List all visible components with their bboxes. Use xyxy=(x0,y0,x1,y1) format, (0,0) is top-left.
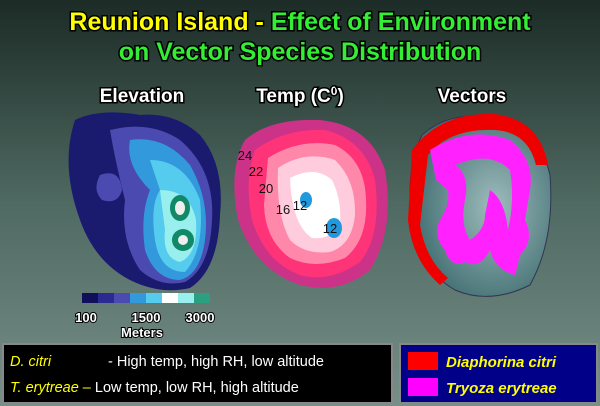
temp-map xyxy=(234,119,388,288)
panel-label: Temp (C0) xyxy=(256,84,344,107)
vectors-map xyxy=(408,113,552,297)
legend-label: Tryoza erytreae xyxy=(446,380,557,397)
legend-swatch xyxy=(408,352,438,370)
scale-label: 100 xyxy=(75,310,97,325)
scale-bar xyxy=(82,293,210,303)
superscript: 0 xyxy=(331,84,338,98)
contour-label: 22 xyxy=(249,164,263,179)
title-rest: Effect of Environment xyxy=(271,8,531,36)
scale-label: 3000 xyxy=(186,310,215,325)
note: D. citri - High temp, high RH, low altitu… xyxy=(10,354,324,370)
label-end: ) xyxy=(337,86,343,107)
label-text: Temp (C xyxy=(256,86,331,107)
legend-label: Diaphorina citri xyxy=(446,354,557,371)
title-line2: on Vector Species Distribution xyxy=(119,38,482,66)
legend-swatch xyxy=(408,378,438,396)
title-line1: Reunion Island - Effect of Environment xyxy=(69,8,531,36)
elevation-map xyxy=(68,112,221,291)
note-text: Low temp, low RH, high altitude xyxy=(95,380,299,396)
notes-box xyxy=(2,343,393,404)
contour-label: 24 xyxy=(238,148,252,163)
contour-label: 12 xyxy=(293,198,307,213)
note-text: - High temp, high RH, low altitude xyxy=(108,354,324,370)
contour-label: 12 xyxy=(323,221,337,236)
panel-label: Vectors xyxy=(438,86,507,107)
panel-label: Elevation xyxy=(100,86,184,107)
species: D. citri xyxy=(10,354,52,370)
contour-label: 20 xyxy=(259,181,273,196)
title-prefix: Reunion Island - xyxy=(69,8,263,36)
species: T. erytreae – xyxy=(10,380,92,396)
contour-label: 16 xyxy=(276,202,290,217)
scale-label: 1500 xyxy=(132,310,161,325)
legend: Diaphorina citri Tryoza erytreae xyxy=(408,352,557,397)
note: T. erytreae – Low temp, low RH, high alt… xyxy=(10,380,299,396)
scale-unit: Meters xyxy=(121,325,163,340)
